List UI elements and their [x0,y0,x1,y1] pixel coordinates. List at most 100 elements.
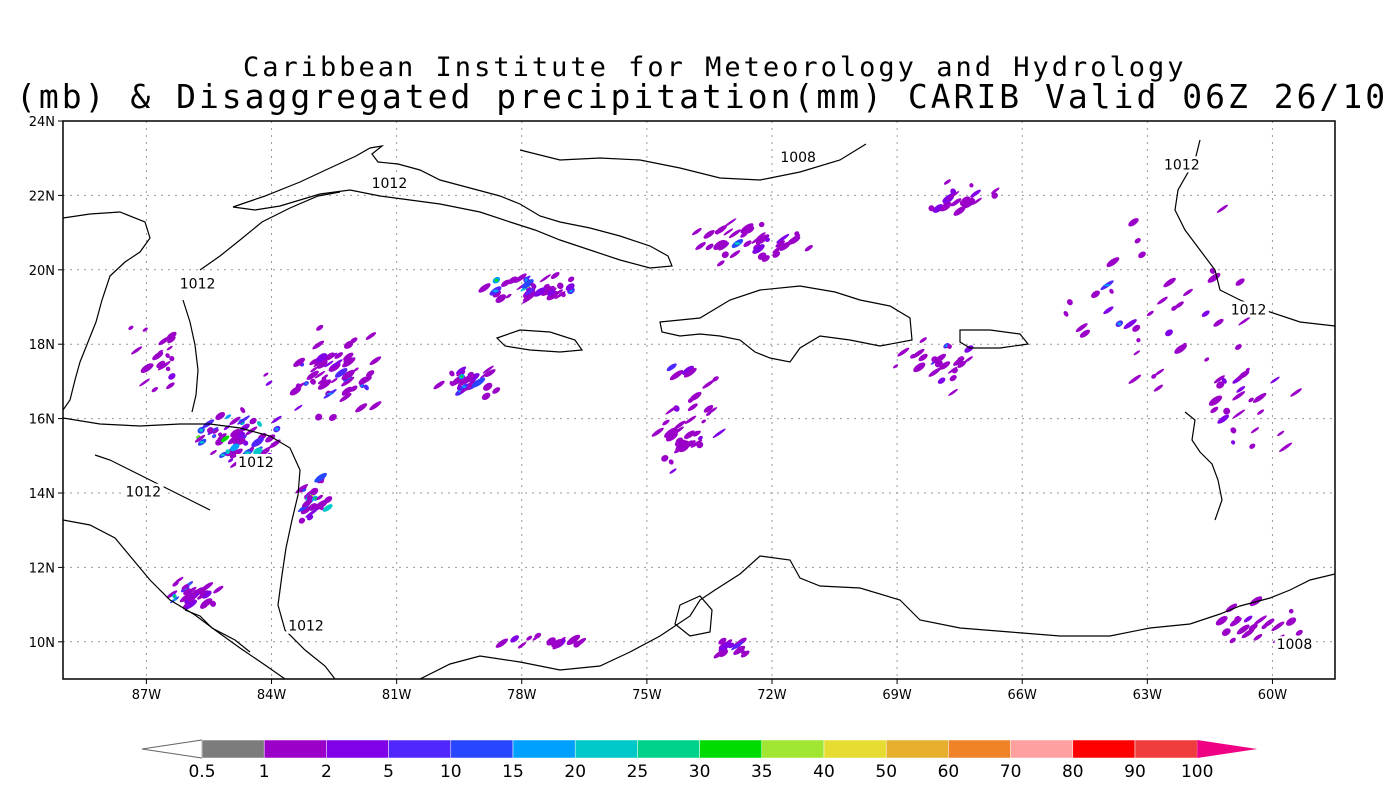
lat-tick-label: 18N [29,338,55,353]
rain-cell [1270,376,1280,384]
rain-cell [369,401,382,411]
rain-cell [313,360,323,368]
rain-cell [1123,319,1137,330]
rain-cell [194,434,206,443]
rain-cell [363,384,369,391]
colorbar-swatch [1010,739,1074,759]
colorbar-swatch [574,739,638,759]
rain-cell [271,415,282,424]
rain-cell [314,472,327,483]
isobar-label: 1012 [180,276,216,292]
rain-cell [779,241,791,251]
rain-cell [1232,391,1246,401]
rain-cell [320,480,325,484]
rain-cell [324,352,335,361]
rain-cell [1216,381,1225,389]
isobar-label: 1012 [372,176,408,192]
rain-cell [1253,633,1263,641]
rain-cell [229,416,241,425]
colorbar-label: 2 [321,762,332,782]
rain-cell [1146,310,1154,317]
plot-frame [62,120,1336,680]
rain-cell [452,381,458,386]
rain-cell [1241,628,1255,639]
rain-cell [701,419,706,424]
rain-cell [1163,277,1176,288]
rain-cell [918,353,928,362]
rain-cell [1232,409,1246,419]
rain-core [1117,322,1122,326]
rain-cell [151,387,159,393]
rain-cell [152,351,164,361]
colorbar-label: 10 [440,762,462,782]
rain-cell [355,403,368,413]
rain-cell [1066,299,1073,306]
rain-cell [156,360,166,369]
rain-cell [265,434,276,443]
rain-cell [787,234,801,244]
rain-cell [932,204,944,213]
rain-cell [1154,368,1165,376]
rain-cell [662,419,670,426]
rain-cell [689,391,702,401]
rain-cell [305,508,319,518]
rain-cell [1210,406,1219,414]
rain-cell [184,600,198,610]
rain-cell [1249,443,1256,449]
rain-cell [200,582,214,592]
rain-cell [165,366,171,372]
rain-cell [728,229,741,239]
rain-cell [306,494,313,501]
rain-cell [316,324,324,331]
rain-cell [215,411,226,421]
rain-cell [1207,272,1221,283]
coastline-lesser-antilles [1184,411,1223,521]
rain-cell [236,429,243,435]
rain-cell [697,435,703,441]
rain-cell [971,197,982,205]
precipitation-field [128,179,1303,659]
rain-cell [1182,342,1187,347]
rain-cell [169,355,175,362]
rain-cell [513,273,527,283]
chart-title-line-1: Caribbean Institute for Meteorology and … [243,52,1187,83]
lon-tick-label: 87W [132,688,162,703]
rain-cell [962,198,976,209]
rain-cell [696,441,704,449]
rain-cell [1208,395,1223,406]
rain-cell [1063,310,1069,317]
coastline-pacific [63,519,286,679]
rain-cell [740,223,754,234]
rain-cell [237,437,246,445]
rain-core [197,436,200,438]
rain-cell [729,250,741,259]
rain-cell [328,413,337,422]
rain-cell [166,382,175,390]
rain-cell [565,283,575,291]
isobar-label-bg [1274,636,1315,653]
rain-cell [665,431,678,442]
rain-cell [1236,386,1246,393]
rain-cell [316,353,328,363]
rain-cell [293,357,305,368]
rain-cell [1106,257,1120,268]
rain-cell [1138,251,1146,259]
rain-cell [1103,306,1114,315]
colorbar-label: 1 [259,762,270,782]
rain-cell [567,276,575,283]
rain-cell [931,356,938,363]
colorbar-swatch [512,739,576,759]
rain-cell [365,332,377,340]
rain-cell [1132,324,1141,332]
rain-cell [253,447,263,456]
lon-tick-label: 66W [1008,688,1038,703]
coastline-yucatan [63,211,151,411]
rain-cell [314,370,326,379]
rain-cell [165,353,170,358]
rain-cell [308,503,318,511]
rain-cell [316,494,324,500]
rain-cell [517,644,524,649]
rain-cell [341,369,355,381]
rain-core [462,385,467,388]
rain-cell [310,378,316,385]
